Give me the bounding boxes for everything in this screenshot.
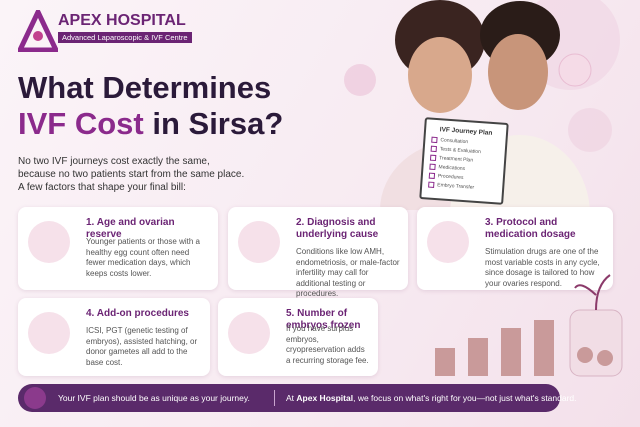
logo-icon [18, 10, 58, 52]
factor-icon [28, 221, 70, 263]
checkbox [428, 181, 435, 188]
factor-number: 4. [86, 308, 95, 319]
factor-body: ICSI, PGT (genetic testing of embryos), … [86, 326, 198, 367]
factor-number: 1. [86, 217, 95, 228]
factor-icon [228, 312, 270, 354]
footer-right: At Apex Hospital, we focus on what's rig… [286, 393, 577, 403]
factor-title: Number of embryos frozen [286, 308, 361, 331]
footer-divider [274, 390, 275, 406]
checkbox [428, 172, 436, 179]
clipboard-item-text: Treatment Plan [438, 155, 474, 164]
coins-illustration [435, 274, 623, 377]
factor-title: Protocol and medication dosage [485, 217, 576, 240]
logo-name: APEX HOSPITAL [58, 12, 186, 29]
factor-heading: 5. Number of embryos frozen [286, 308, 372, 332]
footer-icon [24, 387, 46, 409]
factor-number: 3. [485, 217, 494, 228]
factor-number: 2. [296, 217, 305, 228]
factor-icon [427, 221, 469, 263]
factor-card: 5. Number of embryos frozen If you have s… [218, 298, 378, 376]
factor-card: 1. Age and ovarian reserve Younger patien… [18, 207, 218, 290]
footer-right-suffix: , we focus on what's right for you—not j… [353, 393, 577, 403]
factor-heading: 3. Protocol and medication dosage [485, 217, 607, 241]
intro-line: because no two patients start from the s… [18, 169, 245, 180]
footer-bar: Your IVF plan should be as unique as you… [18, 384, 577, 412]
factor-body: Younger patients or those with a healthy… [86, 237, 201, 278]
factor-title: Diagnosis and underlying cause [296, 217, 379, 240]
checkbox [430, 145, 437, 153]
intro-line: A few factors that shape your final bill… [18, 182, 186, 193]
title-rest: in Sirsa? [152, 106, 284, 141]
factor-title: Age and ovarian reserve [86, 217, 175, 240]
title-line2: IVF Cost in Sirsa? [18, 106, 283, 142]
checkbox [429, 163, 436, 171]
clipboard-item-text: Procedures [437, 173, 464, 181]
factor-heading: 4. Add-on procedures [86, 308, 204, 320]
footer-right-bold: Apex Hospital [296, 393, 354, 403]
footer-right-prefix: At [286, 393, 295, 403]
title-line1: What Determines [18, 70, 272, 105]
factor-title: Add-on procedures [96, 308, 189, 319]
factor-heading: 1. Age and ovarian reserve [86, 217, 212, 241]
clipboard: IVF Journey Plan Consultation Tests & Eva… [419, 117, 509, 205]
factor-icon [28, 312, 70, 354]
footer-left: Your IVF plan should be as unique as you… [58, 393, 250, 403]
checkbox [429, 154, 437, 162]
clipboard-item-text: Medications [438, 164, 466, 173]
intro-line: No two IVF journeys cost exactly the sam… [18, 156, 210, 167]
factor-card: 2. Diagnosis and underlying cause Conditi… [228, 207, 408, 298]
factor-body: If you have surplus embryos, cryopreserv… [286, 324, 369, 365]
clipboard-item-text: Embryo Transfer [437, 182, 475, 191]
factor-body: Stimulation drugs are one of the most va… [485, 247, 600, 288]
factor-icon [238, 221, 280, 263]
factor-body: Conditions like low AMH, endometriosis, … [296, 247, 400, 298]
logo-tagline: Advanced Laparoscopic & IVF Centre [58, 32, 192, 43]
factor-number: 5. [286, 308, 295, 319]
clipboard-item-text: Consultation [440, 137, 469, 146]
factor-card: 3. Protocol and medication dosage Stimula… [417, 207, 613, 290]
clipboard-list: Consultation Tests & Evaluation Treatment … [428, 136, 500, 195]
checkbox [431, 136, 438, 144]
factor-heading: 2. Diagnosis and underlying cause [296, 217, 402, 241]
intro: No two IVF journeys cost exactly the sam… [18, 155, 244, 194]
factor-card: 4. Add-on procedures ICSI, PGT (genetic t… [18, 298, 210, 376]
title-highlight: IVF Cost [18, 106, 144, 141]
